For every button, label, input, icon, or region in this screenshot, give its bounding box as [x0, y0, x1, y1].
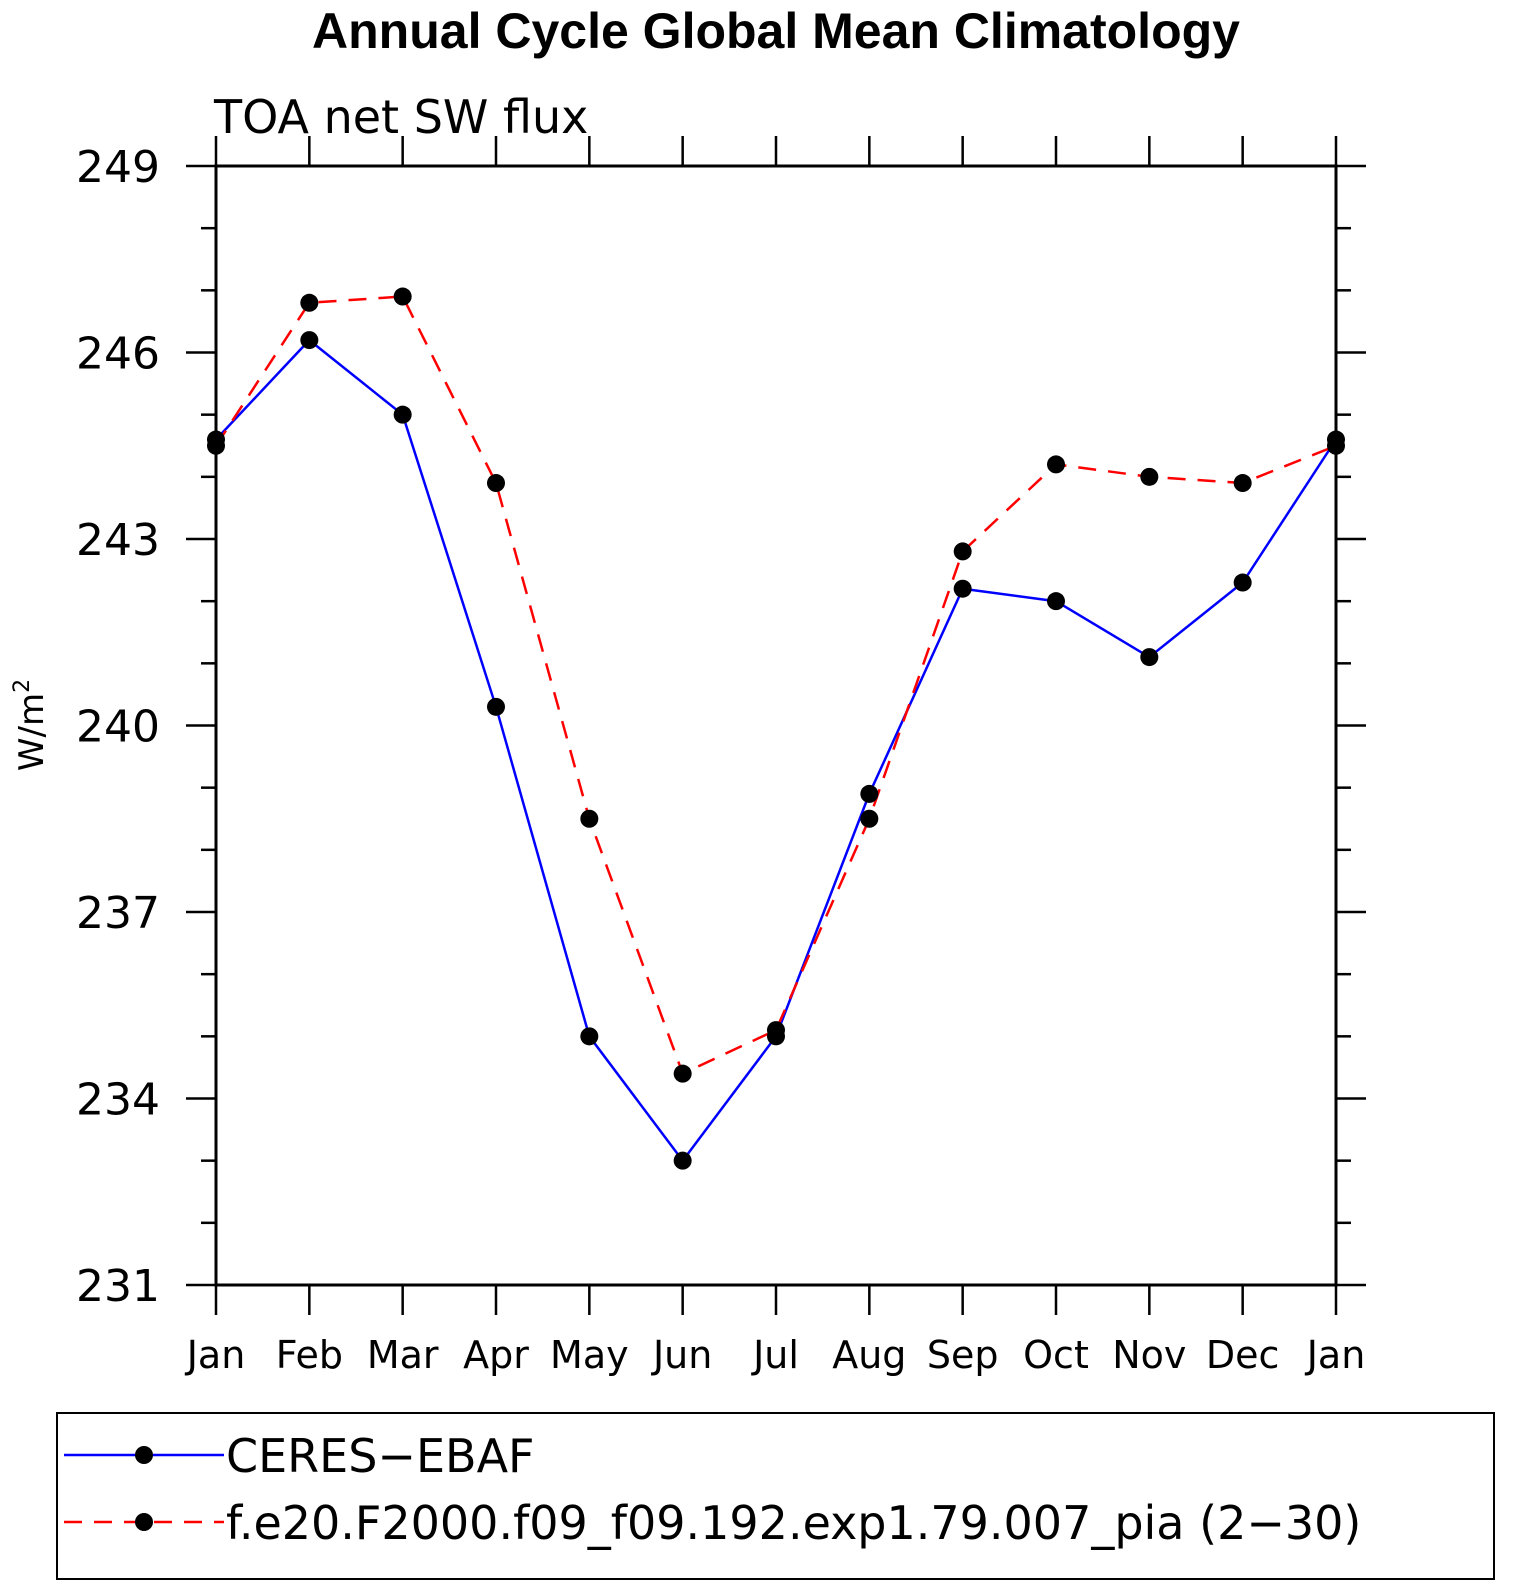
series-1-point — [580, 1027, 599, 1046]
series-line-2 — [214, 295, 1337, 1076]
x-tick-labels: Jan Feb Mar Apr May Jun Jul Aug Sep Oct Nov Dec Jan — [185, 1333, 1366, 1377]
x-tick-label: Jul — [751, 1333, 799, 1377]
x-tick-label: Aug — [832, 1333, 906, 1377]
series-1-point — [953, 579, 972, 598]
series-2-point — [300, 293, 319, 312]
series-2-point — [207, 436, 225, 455]
series-1-point — [487, 697, 505, 716]
series-2-point — [1047, 455, 1065, 474]
legend-marker-1 — [135, 1446, 153, 1464]
x-tick-label: Oct — [1023, 1333, 1089, 1377]
series-1-point — [1233, 573, 1252, 592]
series-2-point — [1327, 436, 1345, 455]
y-tick-label: 237 — [76, 888, 160, 939]
series-2-point — [767, 1021, 785, 1040]
series-1-point — [1047, 592, 1065, 611]
plot-area: 231 234 237 240 243 246 249 Jan Feb Mar Apr May Jun… — [76, 136, 1366, 1377]
series-2-point — [1140, 467, 1159, 486]
series-2-point — [1233, 474, 1252, 493]
chart-subtitle: TOA net SW flux — [213, 90, 588, 144]
series-1-point — [673, 1151, 692, 1170]
plot-frame — [214, 164, 1338, 1287]
series-2-point — [860, 809, 879, 828]
y-axis-label-main: W/m — [12, 693, 52, 771]
y-tick-label: 240 — [76, 702, 160, 753]
x-tick-label: May — [550, 1333, 629, 1377]
series-1-point — [860, 784, 879, 803]
y-tick-label: 243 — [76, 515, 160, 566]
series-2-point — [580, 809, 599, 828]
chart-title: Annual Cycle Global Mean Climatology — [312, 3, 1240, 59]
x-tick-label: Jan — [185, 1333, 246, 1377]
y-tick-label: 249 — [76, 142, 160, 193]
legend-label-1: CERES−EBAF — [226, 1429, 535, 1483]
legend-box — [56, 1412, 1495, 1580]
y-tick-label: 246 — [76, 329, 160, 380]
series-2-point — [487, 474, 505, 493]
x-tick-label: Jun — [651, 1333, 712, 1377]
series-2-point — [393, 287, 412, 306]
x-tick-label: Nov — [1112, 1333, 1186, 1377]
y-axis-label-superscript: 2 — [10, 679, 35, 693]
legend-entries: CERES−EBAF f.e20.F2000.f09_f09.192.exp1.7… — [64, 1429, 1361, 1550]
x-tick-label: Feb — [276, 1333, 343, 1377]
y-tick-labels: 231 234 237 240 243 246 249 — [76, 142, 160, 1312]
x-tick-label: Jan — [1305, 1333, 1366, 1377]
y-axis-label: W/m2 — [10, 679, 52, 771]
legend: CERES−EBAF f.e20.F2000.f09_f09.192.exp1.7… — [56, 1412, 1495, 1580]
series-2-point — [673, 1064, 692, 1083]
x-tick-label: Sep — [927, 1333, 999, 1377]
legend-marker-2 — [135, 1513, 153, 1531]
y-tick-label: 231 — [76, 1261, 160, 1312]
series-1-point — [393, 405, 412, 424]
axis-ticks — [186, 136, 1366, 1315]
series-1-point — [1140, 648, 1159, 667]
series-markers — [207, 287, 1345, 1170]
y-tick-label: 234 — [76, 1075, 160, 1126]
series-1-point — [300, 331, 319, 350]
x-tick-label: Dec — [1206, 1333, 1280, 1377]
legend-label-2: f.e20.F2000.f09_f09.192.exp1.79.007_pia … — [226, 1496, 1361, 1550]
series-2-point — [953, 542, 972, 561]
x-tick-label: Apr — [463, 1333, 529, 1377]
x-tick-label: Mar — [367, 1333, 439, 1377]
